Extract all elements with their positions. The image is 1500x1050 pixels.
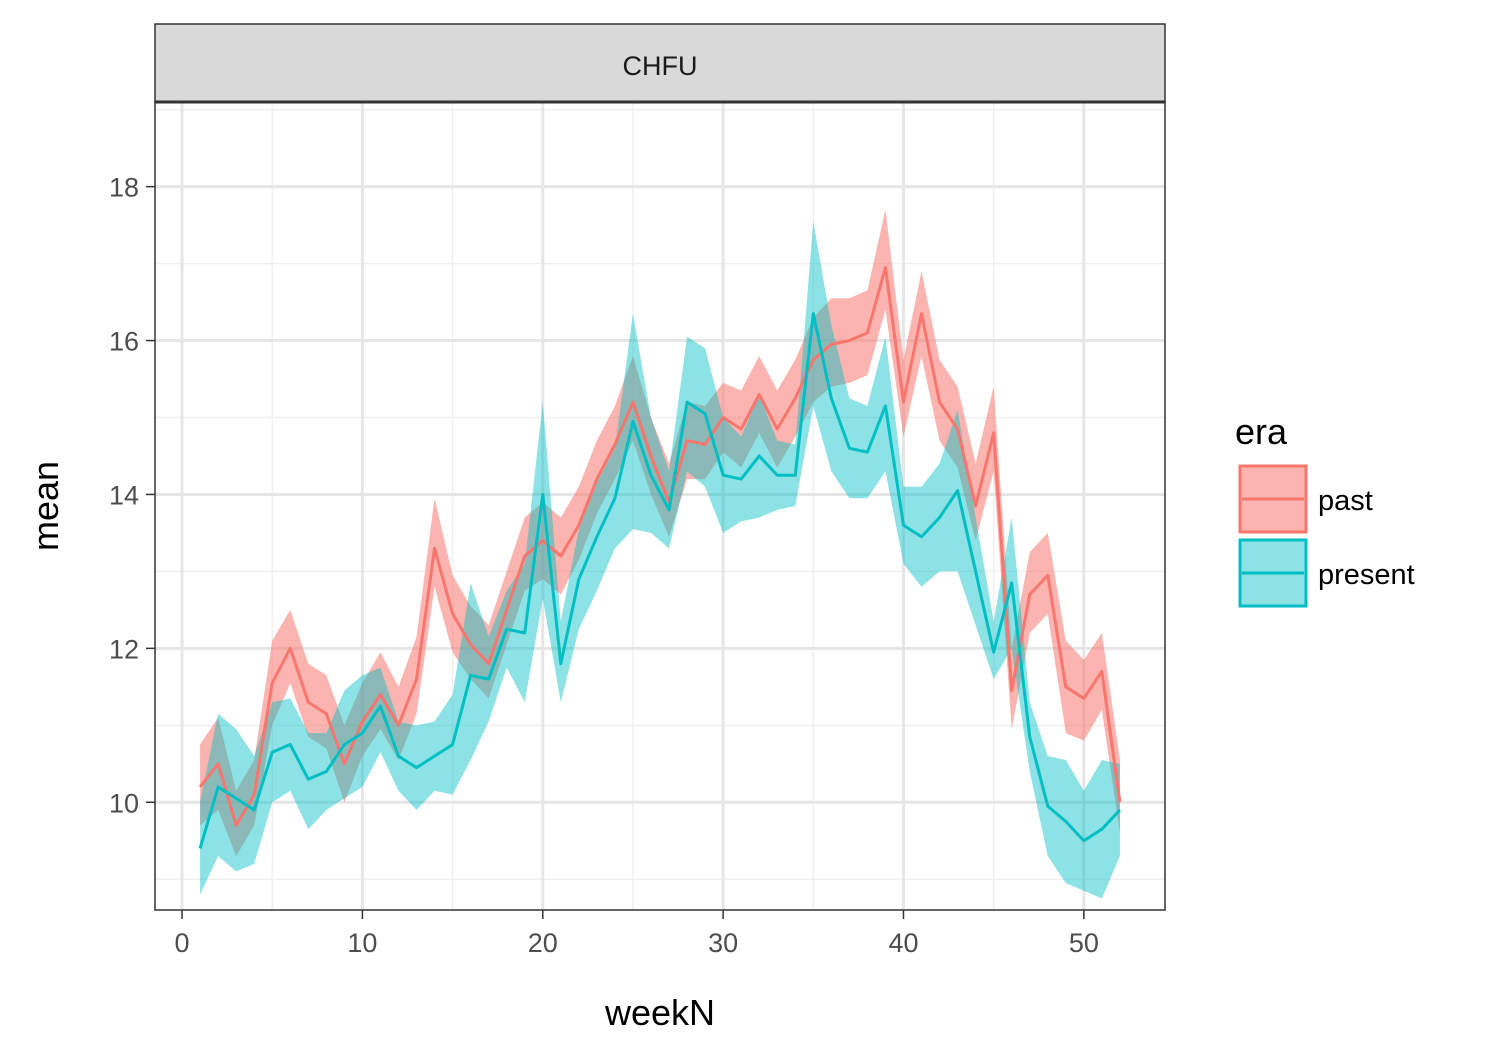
y-tick-label: 18 [109, 173, 139, 203]
x-tick-label: 20 [528, 928, 558, 958]
confidence-bands [200, 209, 1120, 899]
legend-label-past: past [1318, 485, 1373, 517]
grid-major [155, 102, 1165, 910]
facet-strip [154, 23, 1166, 103]
band-present [200, 221, 1120, 899]
line-past [198, 265, 1122, 827]
x-tick-label: 50 [1069, 928, 1099, 958]
facet-strip-label: CHFU [623, 51, 698, 81]
line-present [198, 312, 1122, 849]
x-axis-title: weekN [604, 992, 715, 1033]
x-tick-label: 10 [347, 928, 377, 958]
y-axis: 10 12 14 16 18 [109, 173, 155, 818]
y-tick-label: 10 [109, 788, 139, 818]
legend-title: era [1235, 411, 1288, 452]
x-tick-label: 0 [175, 928, 190, 958]
y-tick-label: 16 [109, 327, 139, 357]
legend-label-present: present [1318, 559, 1415, 591]
x-tick-label: 30 [708, 928, 738, 958]
legend: era past present [1235, 411, 1415, 608]
y-tick-label: 14 [109, 480, 139, 510]
x-tick-label: 40 [888, 928, 918, 958]
y-tick-label: 12 [109, 634, 139, 664]
x-axis: 0 10 20 30 40 50 [175, 910, 1099, 958]
y-axis-title: mean [25, 461, 66, 551]
series-lines [198, 265, 1122, 849]
